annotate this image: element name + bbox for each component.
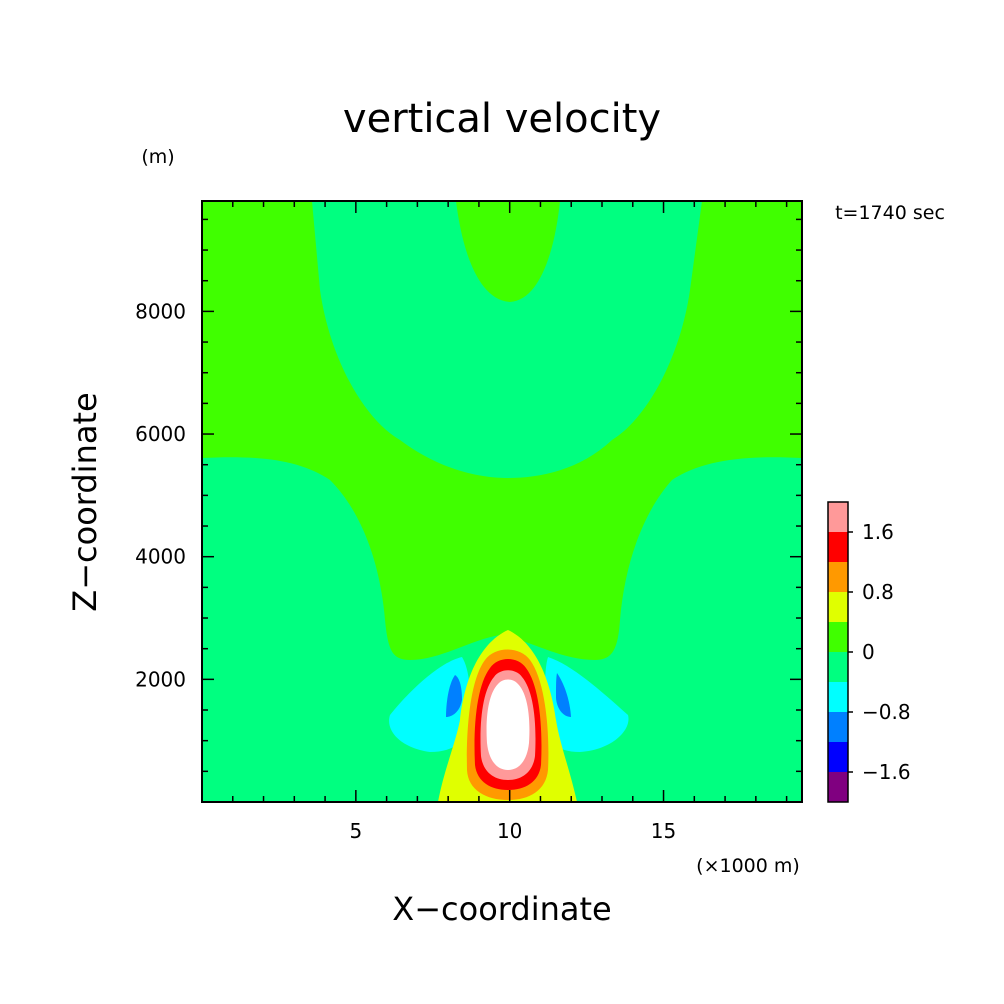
colorbar-label: 0.8 — [862, 580, 894, 604]
contour-field — [202, 201, 802, 802]
colorbar-swatch — [828, 502, 848, 532]
region-updraft-max — [486, 679, 530, 770]
colorbar-swatch — [828, 682, 848, 712]
colorbar: 1.6 0.8 0 −0.8 −1.6 — [827, 501, 911, 803]
axis-ticks — [202, 201, 802, 802]
region-right-downdraft-core — [556, 673, 571, 717]
x-tick-label: 15 — [651, 819, 676, 843]
region-top-center-positive — [456, 201, 560, 302]
x-unit-label: (×1000 m) — [696, 855, 800, 877]
colorbar-label: −1.6 — [862, 760, 911, 784]
colorbar-swatch — [828, 742, 848, 772]
colorbar-label: 1.6 — [862, 520, 894, 544]
region-left-downdraft-outer — [389, 657, 471, 752]
x-tick-label: 10 — [497, 819, 522, 843]
region-upper-negative-band — [202, 201, 802, 802]
x-tick-label: 5 — [349, 819, 362, 843]
colorbar-swatch — [828, 622, 848, 652]
colorbar-swatch — [828, 592, 848, 622]
chart-title: vertical velocity — [343, 96, 661, 142]
y-tick-label: 4000 — [135, 545, 186, 569]
x-axis-title: X−coordinate — [392, 890, 611, 928]
colorbar-swatch — [828, 652, 848, 682]
axis-tick-labels: 5 10 15 2000 4000 6000 8000 — [135, 299, 676, 843]
colorbar-swatch — [828, 712, 848, 742]
region-left-downdraft-core — [446, 675, 462, 717]
plot-frame — [201, 200, 803, 803]
region-right-downdraft-outer — [544, 657, 629, 752]
colorbar-label: 0 — [862, 640, 875, 664]
y-tick-label: 8000 — [135, 299, 186, 323]
colorbar-swatch — [828, 532, 848, 562]
y-tick-label: 2000 — [135, 667, 186, 691]
colorbar-swatch — [828, 562, 848, 592]
y-axis-title: Z−coordinate — [66, 392, 104, 611]
y-unit-label: (m) — [141, 146, 174, 168]
colorbar-swatch — [828, 772, 848, 802]
time-label: t=1740 sec — [835, 202, 945, 224]
colorbar-label: −0.8 — [862, 700, 911, 724]
y-tick-label: 6000 — [135, 422, 186, 446]
